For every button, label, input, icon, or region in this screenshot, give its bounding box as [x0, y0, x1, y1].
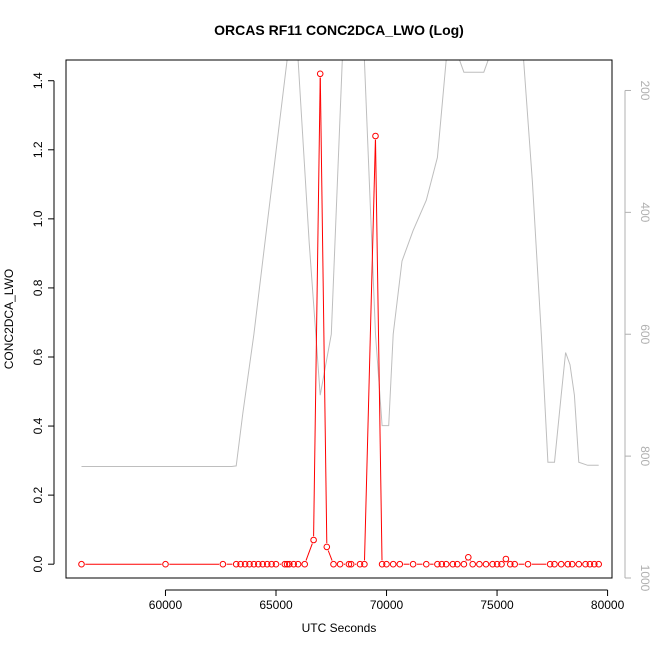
y-axis-label: CONC2DCA_LWO	[2, 269, 16, 369]
secondary-y-tick-label: 1000	[638, 565, 650, 592]
y-tick-label: 1.4	[31, 72, 45, 89]
data-point	[482, 560, 490, 568]
data-point	[454, 560, 461, 568]
data-point	[409, 560, 417, 568]
y-tick-label: 1.0	[31, 210, 45, 227]
y-tick-label: 0.8	[31, 279, 45, 296]
y-tick-label: 0.2	[31, 486, 45, 503]
data-point	[564, 560, 572, 568]
data-point	[294, 560, 302, 568]
plot-frame	[65, 59, 613, 579]
secondary-y-tick-label: 400	[638, 202, 650, 222]
data-point	[507, 560, 514, 568]
x-axis: 60000 65000 70000 75000 80000	[149, 589, 625, 612]
data-point	[595, 560, 603, 568]
data-point	[378, 560, 386, 568]
secondary-series-line	[81, 60, 599, 467]
data-point	[389, 560, 397, 568]
y-axis: 0.0 0.2 0.4 0.6 0.8 1.0 1.2 1.4	[31, 72, 55, 573]
data-point	[356, 560, 364, 568]
data-point	[489, 560, 496, 568]
y-tick-label: 0.6	[31, 348, 45, 365]
data-point	[476, 560, 483, 568]
data-point	[586, 560, 594, 568]
x-axis-label: UTC Seconds	[302, 621, 377, 635]
data-point	[372, 132, 379, 140]
data-point	[434, 560, 441, 568]
series-segment	[364, 139, 376, 561]
data-point	[330, 560, 337, 568]
series-segment	[319, 77, 328, 544]
data-point	[241, 560, 249, 568]
y-tick-label: 0.4	[31, 417, 45, 434]
data-point	[250, 560, 258, 568]
data-point	[546, 560, 554, 568]
data-point	[290, 560, 298, 568]
series-segment	[305, 543, 313, 561]
data-point	[469, 560, 477, 568]
data-point	[460, 560, 468, 568]
data-point	[219, 560, 227, 568]
chart-title: ORCAS RF11 CONC2DCA_LWO (Log)	[214, 22, 464, 38]
data-point	[493, 560, 501, 568]
data-point	[268, 560, 275, 568]
data-point	[272, 560, 280, 568]
data-point	[232, 560, 240, 568]
data-point	[361, 560, 368, 568]
secondary-y-tick-label: 800	[638, 446, 650, 466]
data-point	[263, 560, 271, 568]
data-point	[465, 554, 472, 561]
data-point	[301, 560, 309, 568]
data-point	[283, 560, 291, 568]
data-point	[254, 560, 262, 568]
data-point	[310, 536, 317, 544]
data-point	[575, 560, 583, 568]
x-tick-label: 70000	[370, 598, 404, 612]
y-tick-label: 0.0	[31, 556, 45, 573]
data-point	[442, 560, 450, 568]
secondary-y-tick-label: 200	[638, 80, 650, 100]
data-point	[316, 70, 324, 78]
data-point	[498, 560, 505, 568]
data-point	[423, 560, 430, 568]
series-segment	[327, 550, 333, 561]
data-point	[345, 560, 353, 568]
data-point	[551, 560, 558, 568]
data-point	[568, 560, 576, 568]
y-tick-label: 1.2	[31, 141, 45, 158]
secondary-y-axis: 200 400 600 800 1000	[624, 80, 650, 592]
data-point	[347, 560, 355, 568]
x-tick-label: 65000	[259, 598, 293, 612]
secondary-y-tick-label: 600	[638, 324, 650, 344]
x-tick-label: 75000	[480, 598, 514, 612]
data-point	[237, 560, 244, 568]
data-point	[557, 560, 565, 568]
data-point	[396, 560, 404, 568]
data-point	[511, 560, 519, 568]
x-tick-label: 80000	[591, 598, 625, 612]
data-point	[78, 560, 85, 568]
data-point	[449, 560, 457, 568]
series-segment	[313, 77, 321, 537]
x-tick-label: 60000	[149, 598, 183, 612]
data-point	[323, 543, 331, 551]
data-point	[336, 560, 344, 568]
secondary-series-layer	[81, 60, 599, 467]
data-point	[502, 555, 510, 563]
data-point	[383, 560, 390, 568]
data-point	[162, 560, 169, 568]
data-point	[259, 560, 267, 568]
data-point	[591, 560, 598, 568]
series-segment	[375, 139, 383, 561]
data-point	[246, 560, 253, 568]
data-point	[438, 560, 446, 568]
primary-series-layer	[78, 70, 603, 568]
data-point	[524, 560, 532, 568]
data-point	[281, 560, 289, 568]
data-point	[286, 560, 293, 568]
data-point	[582, 560, 589, 568]
